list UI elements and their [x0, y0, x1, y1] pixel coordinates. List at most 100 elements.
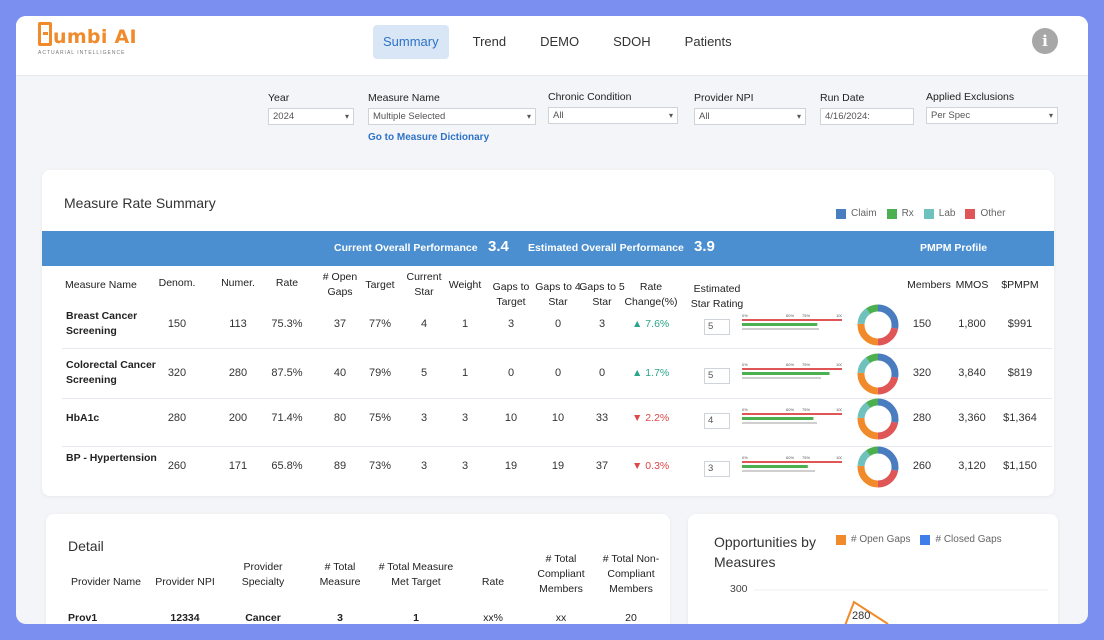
chronic-condition-value: All [553, 110, 564, 121]
chronic-condition-label: Chronic Condition [548, 91, 632, 103]
gaps4-cell: 10 [551, 412, 565, 424]
rate-cell: 65.8% [271, 460, 303, 472]
run-date-input[interactable]: 4/16/2024: [820, 108, 914, 125]
measure-name-filter: Measure Name Multiple Selected ▾ Go to Me… [368, 92, 536, 143]
nav-demo[interactable]: DEMO [540, 34, 580, 49]
nav-patients[interactable]: Patients [684, 34, 732, 49]
mmos-cell: 3,360 [958, 412, 986, 424]
applied-exclusions-select[interactable]: Per Spec ▾ [926, 107, 1058, 124]
top-bar: umbi AI ACTUARIAL INTELLIGENCE Summary T… [16, 16, 1088, 76]
pmpm-donut-chart[interactable] [856, 397, 900, 441]
measure-dictionary-link[interactable]: Go to Measure Dictionary [368, 132, 490, 143]
run-date-filter: Run Date 4/16/2024: [820, 92, 914, 125]
estimated-star-input[interactable]: 4 [704, 413, 730, 429]
estimated-performance-value: 3.9 [694, 238, 715, 255]
opportunities-card: Opportunities by Measures # Open Gaps # … [688, 514, 1058, 624]
bar-segment [742, 413, 842, 415]
open-gaps-cell: 37 [333, 318, 347, 330]
col-open-gaps: # Open Gaps [322, 271, 358, 298]
humbi-logo[interactable]: umbi AI ACTUARIAL INTELLIGENCE [38, 22, 148, 68]
rate-change-cell: ▼ 2.2% [632, 412, 670, 424]
filter-bar: Year 2024 ▾ Measure Name Multiple Selecte… [16, 91, 1088, 152]
measure-name-cell: Breast Cancer Screening [66, 310, 138, 337]
detail-provider-name[interactable]: Prov1 [68, 612, 98, 624]
rate-change-cell: ▼ 0.3% [632, 460, 670, 472]
estimated-star-input[interactable]: 5 [704, 319, 730, 335]
bar-segment [742, 377, 821, 379]
pmpm-profile-label: PMPM Profile [920, 242, 988, 254]
gaps4-cell: 19 [551, 460, 565, 472]
nav-trend[interactable]: Trend [472, 34, 507, 49]
donut-segment [857, 446, 899, 488]
detail-title: Detail [68, 538, 104, 554]
year-select[interactable]: 2024 ▾ [268, 108, 354, 125]
donut-segment [857, 304, 899, 346]
numer-cell: 200 [228, 412, 248, 424]
members-cell: 260 [912, 460, 932, 472]
legend-open-gaps: # Open Gaps [851, 534, 911, 545]
performance-bar: Current Overall Performance 3.4 Estimate… [42, 231, 1054, 266]
target-cell: 75% [368, 412, 392, 424]
weight-cell: 1 [461, 367, 469, 379]
provider-npi-select[interactable]: All ▾ [694, 108, 806, 125]
nav-sdoh[interactable]: SDOH [613, 34, 651, 49]
estimated-star-input[interactable]: 5 [704, 368, 730, 384]
bar-tick-label: 60% [786, 407, 794, 412]
detail-col-provider-specialty: Provider Specialty [241, 561, 285, 588]
denom-cell: 260 [167, 460, 187, 472]
numer-cell: 280 [228, 367, 248, 379]
measure-name-cell: Colorectal Cancer Screening [66, 359, 156, 386]
members-cell: 150 [912, 318, 932, 330]
current-performance-label: Current Overall Performance [334, 242, 478, 254]
donut-segment [857, 398, 899, 440]
current-star-cell: 5 [420, 367, 428, 379]
bar-segment [742, 328, 819, 330]
nav-summary[interactable]: Summary [373, 25, 449, 59]
col-denom: Denom. [158, 277, 196, 289]
year-filter: Year 2024 ▾ [268, 92, 354, 125]
opportunities-title: Opportunities by Measures [714, 534, 816, 570]
rate-cell: 71.4% [271, 412, 303, 424]
year-label: Year [268, 92, 290, 104]
pmpm-donut-chart[interactable] [856, 303, 900, 347]
chronic-condition-select[interactable]: All ▾ [548, 107, 678, 124]
detail-provider-specialty: Cancer [245, 612, 281, 624]
summary-legend: Claim Rx Lab Other [826, 208, 1006, 219]
col-current-star: Current Star [406, 271, 442, 298]
mmos-cell: 1,800 [958, 318, 986, 330]
bar-tick-label: 60% [786, 362, 794, 367]
bar-segment [742, 465, 808, 468]
pmpm-donut-chart[interactable] [856, 352, 900, 396]
bar-segment [742, 368, 842, 370]
col-weight: Weight [448, 279, 482, 291]
measure-name-value: Multiple Selected [373, 111, 446, 122]
rate-progress-bars: 0% 60% 75% 100% [742, 407, 842, 424]
col-numer: Numer. [221, 277, 255, 289]
estimated-star-input[interactable]: 3 [704, 461, 730, 477]
info-icon[interactable]: i [1032, 28, 1058, 54]
provider-npi-value: All [699, 111, 710, 122]
current-star-cell: 3 [420, 412, 428, 424]
weight-cell: 1 [461, 318, 469, 330]
provider-npi-filter: Provider NPI All ▾ [694, 92, 806, 125]
bar-segment [742, 417, 814, 420]
legend-lab: Lab [938, 208, 956, 219]
denom-cell: 320 [167, 367, 187, 379]
pmpm-donut-chart[interactable] [856, 445, 900, 489]
weight-cell: 3 [461, 460, 469, 472]
col-gaps-5-star: Gaps to 5 Star [579, 281, 625, 308]
col-mmos: MMOS [955, 279, 989, 291]
measure-rate-summary-card: Measure Rate Summary Claim Rx Lab Other [42, 170, 1054, 496]
gaps5-cell: 3 [598, 318, 606, 330]
col-gaps-4-star: Gaps to 4 Star [535, 281, 581, 308]
gaps4-cell: 0 [554, 367, 562, 379]
detail-col-total-measure: # Total Measure [319, 561, 361, 588]
target-cell: 73% [368, 460, 392, 472]
bar-segment [742, 422, 817, 424]
measure-name-select[interactable]: Multiple Selected ▾ [368, 108, 536, 125]
numer-cell: 113 [229, 318, 247, 330]
detail-col-compliant: # Total Compliant Members [537, 553, 585, 595]
chronic-condition-filter: Chronic Condition All ▾ [548, 91, 678, 124]
bar-tick-label: 100% [836, 407, 842, 412]
logo-text: umbi AI [53, 26, 137, 48]
